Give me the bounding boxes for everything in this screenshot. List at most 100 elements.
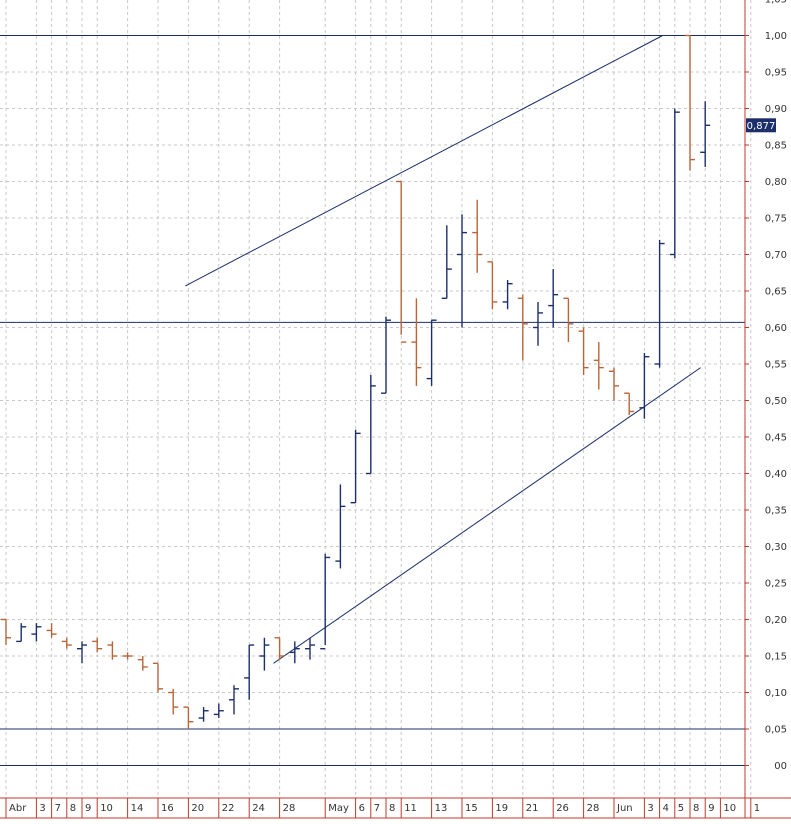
grid-layer — [0, 0, 752, 798]
ohlc-bar — [168, 688, 179, 715]
ohlc-bar — [563, 297, 574, 343]
last-value-label: 0,877 — [747, 121, 776, 132]
y-tick-label: 0,85 — [765, 141, 787, 152]
x-tick-label: 8 — [693, 803, 699, 814]
ohlc-bar — [31, 623, 42, 642]
ohlc-bar — [654, 239, 665, 368]
ohlc-bar — [441, 225, 452, 299]
x-tick-label: 21 — [526, 803, 539, 814]
ohlc-bar — [77, 641, 87, 664]
ohlc-bar — [426, 319, 437, 386]
y-tick-label: 0,70 — [765, 250, 787, 261]
x-tick-label: 5 — [678, 803, 684, 814]
x-tick-label: 10 — [100, 803, 113, 814]
x-tick-label: 4 — [663, 803, 669, 814]
y-tick-label: 0,65 — [765, 287, 787, 298]
ohlc-bar — [259, 637, 270, 671]
x-tick-label: 3 — [39, 803, 45, 814]
ohlc-bar — [16, 623, 27, 643]
ohlc-bar — [350, 429, 361, 504]
ohlc-bar — [61, 637, 72, 649]
y-tick-label: 0,05 — [765, 725, 787, 736]
x-tick-label: 24 — [252, 803, 265, 814]
y-tick-label: 0,80 — [765, 177, 787, 188]
ohlc-bar — [548, 269, 559, 328]
x-tick-label: 16 — [161, 803, 174, 814]
ohlc-bar — [365, 374, 376, 475]
ohlc-bar — [213, 703, 224, 719]
x-tick-label: 8 — [389, 803, 395, 814]
ohlc-bar — [1, 618, 11, 646]
x-tick-label: 13 — [435, 803, 448, 814]
reference-lines — [0, 35, 745, 766]
ohlc-bar — [533, 301, 543, 346]
ohlc-bar — [153, 662, 163, 693]
ohlc-bar — [320, 553, 331, 650]
y-tick-label: 1,05 — [765, 0, 787, 6]
ohlc-bar — [92, 637, 103, 653]
last-value-marker: 0,877 — [746, 118, 776, 133]
x-tick-label: 19 — [495, 803, 508, 814]
ohlc-bar — [137, 656, 148, 671]
y-tick-label: 0,55 — [765, 360, 787, 371]
ohlc-bar — [229, 685, 239, 715]
ohlc-bar — [122, 652, 133, 660]
ohlc-bars — [1, 34, 711, 729]
y-tick-label: 0,45 — [765, 433, 787, 444]
ohlc-bar — [624, 392, 635, 416]
x-tick-label: 9 — [85, 803, 91, 814]
x-tick-label: Abr — [9, 803, 27, 814]
trendline — [185, 35, 663, 287]
y-tick-label: 0,90 — [765, 104, 787, 115]
ohlc-bar — [609, 367, 619, 401]
ohlc-bar — [305, 637, 315, 660]
x-tick-label: 10 — [723, 803, 736, 814]
y-tick-label: 1,00 — [765, 31, 787, 42]
x-tick-label: 26 — [556, 803, 569, 814]
x-tick-label: Jun — [616, 803, 633, 814]
x-tick-label: 9 — [708, 803, 714, 814]
ohlc-bar — [472, 199, 483, 273]
y-tick-label: 0,35 — [765, 506, 787, 517]
x-tick-label: 14 — [131, 803, 144, 814]
ohlc-bar — [669, 108, 680, 259]
x-tick-label: 11 — [404, 803, 417, 814]
x-tick-label: 6 — [359, 803, 365, 814]
x-tick-label: 7 — [374, 803, 380, 814]
x-tick-label: 1 — [754, 803, 760, 814]
last-value-box — [746, 118, 776, 133]
ohlc-bar — [487, 261, 498, 310]
ohlc-bar — [183, 706, 194, 729]
y-tick-label: 0,25 — [765, 579, 787, 590]
x-tick-label: 28 — [587, 803, 600, 814]
ohlc-bar — [639, 353, 650, 419]
ohlc-bar — [381, 316, 391, 394]
ohlc-bar — [517, 294, 528, 361]
ohlc-bar — [457, 214, 467, 328]
ohlc-bar — [107, 641, 118, 660]
ohlc-bar — [274, 637, 285, 660]
ohlc-bar — [593, 342, 604, 390]
x-tick-label: 8 — [70, 803, 76, 814]
ohlc-bar — [578, 327, 589, 375]
x-tick-label: 3 — [647, 803, 653, 814]
y-tick-label: 0,75 — [765, 214, 787, 225]
ohlc-bar — [396, 180, 407, 343]
y-tick-label: 0,10 — [765, 688, 787, 699]
y-tick-label: 0,20 — [765, 615, 787, 626]
y-tick-label: 0,30 — [765, 542, 787, 553]
x-tick-label: May — [328, 803, 349, 814]
x-tick-label: 22 — [222, 803, 235, 814]
y-tick-label: 0,50 — [765, 396, 787, 407]
y-tick-label: 0,40 — [765, 469, 787, 480]
ohlc-bar — [46, 623, 57, 638]
ohlc-bar — [502, 280, 513, 310]
y-tick-label: 0,60 — [765, 323, 787, 334]
x-tick-label: 20 — [191, 803, 204, 814]
ohlc-bar — [289, 641, 300, 664]
trendline — [273, 367, 701, 664]
ohlc-bar — [411, 298, 422, 386]
